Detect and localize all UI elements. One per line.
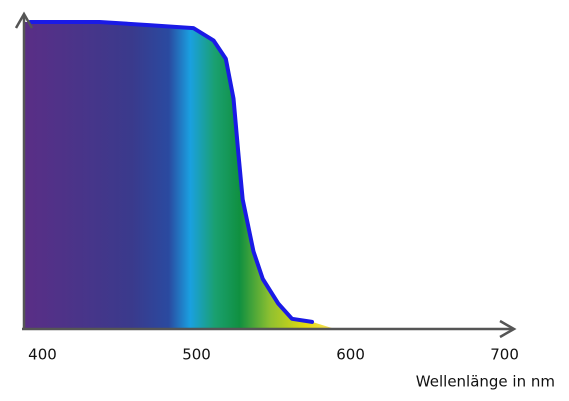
y-axis-arrow (14, 11, 34, 29)
spectrum-area (24, 22, 332, 328)
x-tick-label: 400 (28, 346, 57, 364)
x-tick-label: 500 (182, 346, 211, 364)
x-axis-label: Wellenlänge in nm (416, 373, 555, 391)
x-axis-arrow (499, 319, 517, 339)
transmission-curve (28, 20, 314, 324)
x-tick-label: 700 (490, 346, 519, 364)
x-tick-label: 600 (336, 346, 365, 364)
plot-area (24, 20, 332, 328)
